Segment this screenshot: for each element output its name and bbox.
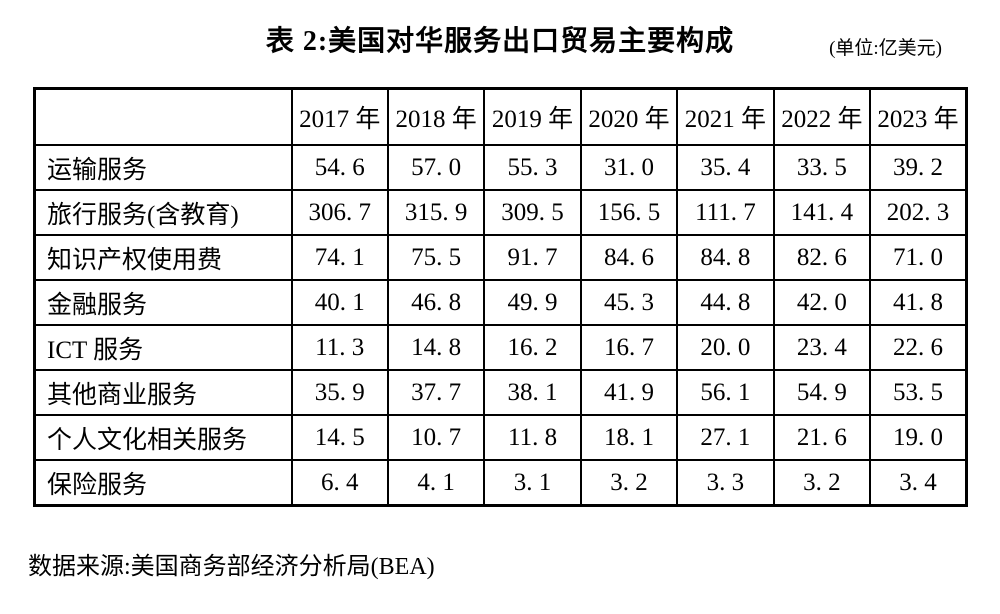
- data-cell: 21. 6: [772, 414, 872, 461]
- data-cell: 75. 5: [386, 234, 486, 281]
- row-label: 知识产权使用费: [33, 234, 293, 281]
- data-cell: 31. 0: [579, 144, 679, 191]
- table-row-insurance: 保险服务 6. 4 4. 1 3. 1 3. 2 3. 3 3. 2 3. 4: [33, 459, 968, 507]
- data-cell: 35. 9: [290, 369, 389, 416]
- data-cell: 84. 6: [579, 234, 679, 281]
- row-label: 运输服务: [33, 144, 293, 191]
- col-header-2022: 2022 年: [772, 87, 872, 146]
- unit-note: (单位:亿美元): [829, 38, 942, 59]
- table-row-ip-royalties: 知识产权使用费 74. 1 75. 5 91. 7 84. 6 84. 8 82…: [33, 234, 968, 281]
- data-cell: 54. 9: [772, 369, 872, 416]
- data-cell: 11. 3: [290, 324, 389, 371]
- data-cell: 74. 1: [290, 234, 389, 281]
- data-cell: 39. 2: [869, 144, 968, 191]
- data-cell: 19. 0: [869, 414, 968, 461]
- data-cell: 56. 1: [676, 369, 775, 416]
- data-cell: 14. 8: [386, 324, 486, 371]
- data-cell: 16. 2: [483, 324, 582, 371]
- data-cell: 33. 5: [772, 144, 872, 191]
- data-cell: 3. 4: [869, 459, 968, 507]
- source-note: 数据来源:美国商务部经济分析局(BEA): [28, 554, 435, 580]
- data-cell: 27. 1: [676, 414, 775, 461]
- table-row-ict: ICT 服务 11. 3 14. 8 16. 2 16. 7 20. 0 23.…: [33, 324, 968, 371]
- data-cell: 141. 4: [772, 189, 872, 236]
- data-cell: 54. 6: [290, 144, 389, 191]
- data-cell: 6. 4: [290, 459, 389, 507]
- trade-composition-table: 2017 年 2018 年 2019 年 2020 年 2021 年 2022 …: [33, 87, 968, 507]
- data-cell: 42. 0: [772, 279, 872, 326]
- data-cell: 156. 5: [579, 189, 679, 236]
- data-cell: 41. 9: [579, 369, 679, 416]
- data-cell: 10. 7: [386, 414, 486, 461]
- table-row-personal-cultural: 个人文化相关服务 14. 5 10. 7 11. 8 18. 1 27. 1 2…: [33, 414, 968, 461]
- data-cell: 18. 1: [579, 414, 679, 461]
- data-cell: 3. 1: [483, 459, 582, 507]
- data-cell: 315. 9: [386, 189, 486, 236]
- data-cell: 91. 7: [483, 234, 582, 281]
- data-cell: 35. 4: [676, 144, 775, 191]
- data-cell: 20. 0: [676, 324, 775, 371]
- data-cell: 3. 2: [772, 459, 872, 507]
- data-cell: 23. 4: [772, 324, 872, 371]
- data-cell: 4. 1: [386, 459, 486, 507]
- data-cell: 14. 5: [290, 414, 389, 461]
- data-cell: 22. 6: [869, 324, 968, 371]
- page-title: 表 2:美国对华服务出口贸易主要构成: [265, 26, 735, 57]
- data-cell: 111. 7: [676, 189, 775, 236]
- row-label: 个人文化相关服务: [33, 414, 293, 461]
- data-cell: 16. 7: [579, 324, 679, 371]
- corner-header-cell: [33, 87, 293, 146]
- data-cell: 55. 3: [483, 144, 582, 191]
- data-cell: 11. 8: [483, 414, 582, 461]
- data-cell: 71. 0: [869, 234, 968, 281]
- col-header-2018: 2018 年: [386, 87, 486, 146]
- col-header-2023: 2023 年: [869, 87, 968, 146]
- table-header-row: 2017 年 2018 年 2019 年 2020 年 2021 年 2022 …: [33, 87, 968, 146]
- data-cell: 40. 1: [290, 279, 389, 326]
- data-cell: 44. 8: [676, 279, 775, 326]
- data-cell: 306. 7: [290, 189, 389, 236]
- table-row-transport: 运输服务 54. 6 57. 0 55. 3 31. 0 35. 4 33. 5…: [33, 144, 968, 191]
- col-header-2020: 2020 年: [579, 87, 679, 146]
- row-label: 其他商业服务: [33, 369, 293, 416]
- row-label: 旅行服务(含教育): [33, 189, 293, 236]
- data-cell: 37. 7: [386, 369, 486, 416]
- data-cell: 38. 1: [483, 369, 582, 416]
- col-header-2017: 2017 年: [290, 87, 389, 146]
- col-header-2019: 2019 年: [483, 87, 582, 146]
- data-cell: 46. 8: [386, 279, 486, 326]
- data-cell: 41. 8: [869, 279, 968, 326]
- data-cell: 49. 9: [483, 279, 582, 326]
- table-row-financial: 金融服务 40. 1 46. 8 49. 9 45. 3 44. 8 42. 0…: [33, 279, 968, 326]
- title-row: 表 2:美国对华服务出口贸易主要构成 (单位:亿美元): [0, 24, 1000, 60]
- data-cell: 82. 6: [772, 234, 872, 281]
- data-cell: 3. 2: [579, 459, 679, 507]
- row-label: ICT 服务: [33, 324, 293, 371]
- data-cell: 309. 5: [483, 189, 582, 236]
- data-cell: 202. 3: [869, 189, 968, 236]
- table-row-travel: 旅行服务(含教育) 306. 7 315. 9 309. 5 156. 5 11…: [33, 189, 968, 236]
- table-row-other-business: 其他商业服务 35. 9 37. 7 38. 1 41. 9 56. 1 54.…: [33, 369, 968, 416]
- data-cell: 84. 8: [676, 234, 775, 281]
- data-cell: 57. 0: [386, 144, 486, 191]
- data-cell: 53. 5: [869, 369, 968, 416]
- col-header-2021: 2021 年: [676, 87, 775, 146]
- row-label: 保险服务: [33, 459, 293, 507]
- data-cell: 3. 3: [676, 459, 775, 507]
- row-label: 金融服务: [33, 279, 293, 326]
- data-cell: 45. 3: [579, 279, 679, 326]
